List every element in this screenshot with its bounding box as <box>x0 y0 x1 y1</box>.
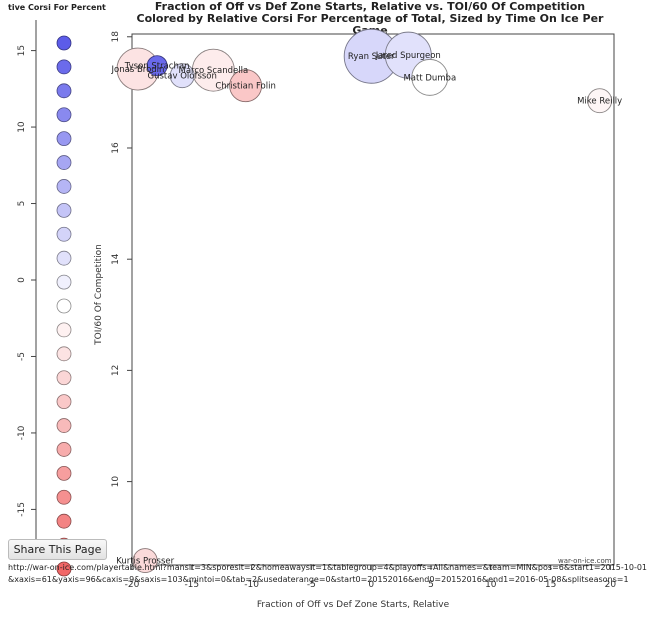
watermark: war-on-ice.com <box>558 557 612 565</box>
player-label: Gustav Olofsson <box>148 72 217 82</box>
x-tick-label: -15 <box>184 580 199 590</box>
legend-circle <box>56 513 72 529</box>
legend-circle <box>56 489 72 505</box>
legend-circle <box>56 35 72 51</box>
player-point <box>229 69 263 103</box>
y-tick-label: 14 <box>111 253 121 265</box>
legend-tick-label: -10 <box>17 425 27 440</box>
player-label: Christian Folin <box>215 82 276 92</box>
legend-circle <box>56 131 72 147</box>
legend-circle <box>56 179 72 194</box>
y-axis-label: TOI/60 Of Competition <box>94 244 104 346</box>
y-tick-label: 10 <box>111 476 121 488</box>
legend-tick-label: 10 <box>17 121 27 133</box>
player-label: Ryan Suter <box>348 52 395 62</box>
legend-circle <box>56 418 72 433</box>
x-tick-label: 0 <box>368 580 374 590</box>
page-url[interactable]: http://war-on-ice.com/playertable.html?m… <box>8 563 648 584</box>
y-tick-label: 18 <box>111 31 121 43</box>
chart-title-line1: Fraction of Off vs Def Zone Starts, Rela… <box>154 0 586 13</box>
x-tick-label: -20 <box>125 580 140 590</box>
x-tick-label: 15 <box>545 580 556 590</box>
x-tick-label: -5 <box>307 580 316 590</box>
legend-circle <box>56 322 72 338</box>
x-tick-label: 5 <box>428 580 434 590</box>
legend-tick-label: 0 <box>17 277 27 283</box>
x-tick-label: 10 <box>485 580 497 590</box>
player-label: Tyson Strachan <box>124 62 190 72</box>
player-label: Matt Dumba <box>403 73 456 83</box>
player-point <box>587 88 613 114</box>
y-tick-label: 16 <box>111 142 121 154</box>
x-axis-label: Fraction of Off vs Def Zone Starts, Rela… <box>257 600 450 610</box>
legend-circle <box>56 226 72 242</box>
legend-circle <box>56 202 72 218</box>
legend-circle <box>56 83 72 99</box>
x-tick-label: 20 <box>605 580 617 590</box>
legend-circle <box>56 155 72 170</box>
legend-tick-label: -15 <box>17 502 27 517</box>
legend-title: tive Corsi For Percent <box>8 3 106 12</box>
player-label: Jonas Brodin <box>111 65 165 75</box>
legend-circle <box>56 250 72 266</box>
plot-area <box>131 33 615 566</box>
legend-circle <box>56 298 72 314</box>
legend-circle <box>56 465 72 481</box>
legend-circle <box>56 346 72 362</box>
legend-circle <box>56 442 72 457</box>
legend-circle <box>56 59 72 75</box>
player-point <box>169 63 195 89</box>
player-point <box>132 548 158 574</box>
legend-tick-label: -5 <box>17 352 27 361</box>
share-button[interactable]: Share This Page <box>8 539 107 560</box>
legend-circle <box>56 107 72 123</box>
player-label: Mike Reilly <box>577 97 622 107</box>
x-tick-label: -10 <box>244 580 259 590</box>
legend-tick-label: 5 <box>17 201 27 207</box>
player-point <box>411 58 449 96</box>
player-label: Marco Scandella <box>179 66 249 76</box>
player-point <box>146 55 168 77</box>
player-label: Jared Spurgeon <box>375 51 441 61</box>
legend-circle <box>56 370 72 386</box>
legend-circle <box>56 561 72 577</box>
legend-circle <box>56 274 72 290</box>
legend-circle <box>56 394 72 410</box>
legend-tick-label: 15 <box>17 45 27 56</box>
y-tick-label: 12 <box>111 365 121 376</box>
player-label: Kurtis Prosser <box>116 557 174 567</box>
